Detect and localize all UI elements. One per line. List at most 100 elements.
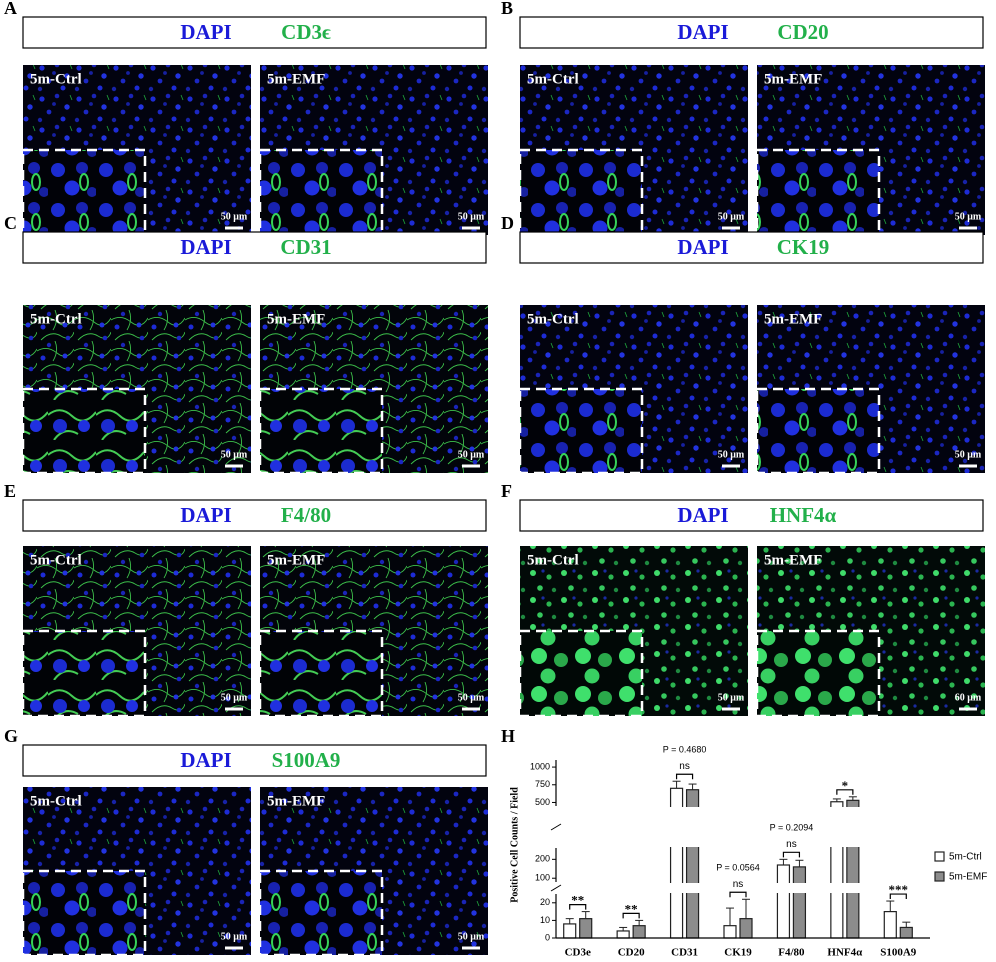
significance-label: ns <box>679 761 690 772</box>
image-label: 5m-Ctrl <box>30 311 82 327</box>
scale-label: 50 μm <box>718 211 745 222</box>
stain-header <box>22 744 487 777</box>
panel-letter: F <box>501 481 512 501</box>
inset <box>258 148 384 237</box>
y-tick-label: 200 <box>535 854 550 864</box>
scale-label: 50 μm <box>458 931 485 942</box>
significance-label: * <box>842 778 849 793</box>
image-label: 5m-EMF <box>764 311 822 327</box>
stain-header <box>519 16 984 49</box>
significance-label: ** <box>625 901 638 916</box>
scale-label: 60 μm <box>955 692 982 703</box>
stain-dapi: DAPI <box>180 20 231 44</box>
significance-bracket <box>675 773 694 780</box>
x-tick-label: F4/80 <box>778 947 805 959</box>
scale-label: 50 μm <box>955 211 982 222</box>
scale-label: 50 μm <box>221 211 248 222</box>
significance-bracket <box>889 893 907 900</box>
scale-label: 50 μm <box>458 449 485 460</box>
image-label: 5m-EMF <box>764 71 822 87</box>
legend-swatch <box>934 851 945 862</box>
stain-dapi: DAPI <box>180 503 231 527</box>
significance-bracket <box>569 904 587 910</box>
significance-label: ns <box>733 879 744 890</box>
image-label: 5m-Ctrl <box>527 552 579 568</box>
significance-bracket <box>729 891 747 898</box>
stain-dapi: DAPI <box>677 20 728 44</box>
image-label: 5m-EMF <box>267 552 325 568</box>
y-tick-label: 10 <box>540 915 550 925</box>
stain-dapi: DAPI <box>677 503 728 527</box>
stain-header <box>519 231 984 264</box>
stain-header <box>22 499 487 532</box>
break-mark <box>550 884 562 892</box>
y-tick-label: 100 <box>535 873 550 883</box>
panel-letter: G <box>4 726 18 746</box>
p-value: P = 0.4680 <box>663 745 707 755</box>
stain-marker: CD20 <box>777 20 828 44</box>
scale-label: 50 μm <box>221 449 248 460</box>
stain-header <box>22 231 487 264</box>
scale-label: 50 μm <box>221 692 248 703</box>
panel-letter: C <box>4 213 17 233</box>
axis-break <box>548 807 932 847</box>
scale-label: 50 μm <box>955 449 982 460</box>
inset <box>258 387 384 475</box>
image-label: 5m-EMF <box>267 793 325 809</box>
bar <box>899 926 913 939</box>
inset <box>21 629 147 718</box>
inset <box>755 629 881 718</box>
bar <box>883 910 897 939</box>
p-value: P = 0.2094 <box>770 823 814 833</box>
inset <box>21 387 147 475</box>
stain-marker: CD3ϵ <box>281 20 331 44</box>
inset <box>518 387 644 475</box>
panel-letter: A <box>4 0 17 18</box>
stain-marker: S100A9 <box>272 748 341 772</box>
significance-bracket <box>622 912 640 919</box>
y-tick-label: 500 <box>535 797 550 807</box>
inset <box>258 869 384 957</box>
image-label: 5m-Ctrl <box>30 793 82 809</box>
y-tick-label: 0 <box>545 932 550 942</box>
y-axis-label: Positive Cell Counts / Field <box>509 787 520 903</box>
legend-swatch <box>934 871 945 882</box>
stain-dapi: DAPI <box>180 748 231 772</box>
bar <box>563 923 577 939</box>
x-tick-label: CD20 <box>618 947 645 959</box>
x-tick-label: S100A9 <box>880 947 917 959</box>
inset <box>755 148 881 237</box>
scale-label: 50 μm <box>718 449 745 460</box>
inset <box>21 148 147 237</box>
panel-letter: H <box>501 726 515 746</box>
image-label: 5m-Ctrl <box>30 71 82 87</box>
stain-marker: F4/80 <box>281 503 331 527</box>
y-tick-label: 1000 <box>530 761 550 771</box>
inset <box>258 629 384 718</box>
panel-letter: E <box>4 481 16 501</box>
x-tick-label: HNF4α <box>827 947 863 959</box>
inset <box>518 629 644 718</box>
bar <box>632 925 646 939</box>
axis-break <box>548 883 932 893</box>
scale-label: 50 μm <box>221 931 248 942</box>
y-tick-label: 20 <box>540 897 550 907</box>
significance-label: ns <box>786 839 797 850</box>
stain-dapi: DAPI <box>180 235 231 259</box>
scale-label: 50 μm <box>718 692 745 703</box>
image-label: 5m-EMF <box>764 552 822 568</box>
inset <box>518 148 644 237</box>
stain-header <box>519 499 984 532</box>
x-tick-label: CK19 <box>724 947 752 959</box>
p-value: P = 0.0564 <box>716 863 760 873</box>
bar <box>579 918 593 939</box>
significance-label: ** <box>571 893 584 908</box>
break-mark <box>550 823 562 831</box>
bar <box>723 925 737 939</box>
panel-letter: D <box>501 213 514 233</box>
panel-letter: B <box>501 0 513 18</box>
stain-dapi: DAPI <box>677 235 728 259</box>
scale-label: 50 μm <box>458 692 485 703</box>
x-tick-label: CD3e <box>565 947 591 959</box>
